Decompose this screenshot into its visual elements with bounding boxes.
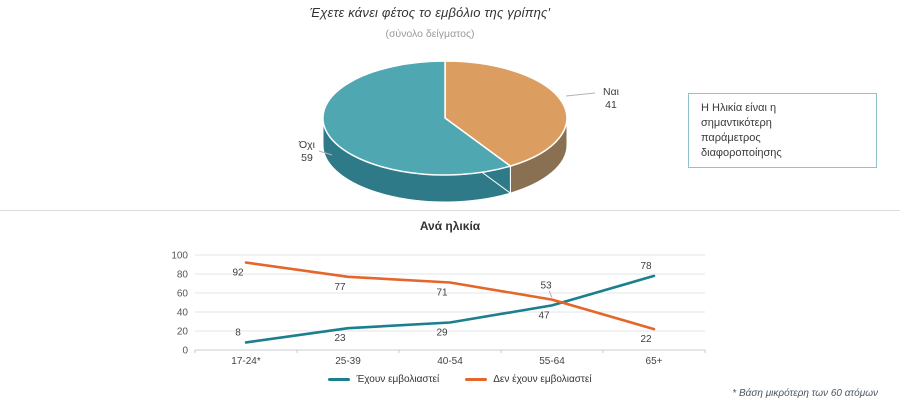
svg-text:40-54: 40-54 <box>437 356 463 367</box>
svg-text:25-39: 25-39 <box>335 356 361 367</box>
callout-line: σημαντικότερη <box>701 117 772 129</box>
svg-text:8: 8 <box>235 327 241 338</box>
key-insight-callout: Η Ηλικία είναι η σημαντικότερη παράμετρο… <box>688 93 877 168</box>
pie-chart-subtitle: (σύνολο δείγματος) <box>385 28 475 40</box>
svg-text:80: 80 <box>177 270 189 281</box>
svg-text:55-64: 55-64 <box>539 356 565 367</box>
line-chart: 0 20 40 60 80 100 17-24* 25-39 40-54 55-64 65+ 8 23 2… <box>171 251 706 367</box>
svg-text:23: 23 <box>334 333 346 344</box>
legend-item-1: Δεν έχουν εμβολιαστεί <box>465 373 592 385</box>
pie-leader-lines <box>318 92 596 156</box>
svg-text:29: 29 <box>436 328 448 339</box>
pie-label-yes-value: 41 <box>605 99 617 111</box>
legend-item-0: Έχουν εμβολιαστεί <box>328 374 439 385</box>
pie-chart-title: Έχετε κάνει φέτος το εμβόλιο της γρίπης′ <box>309 5 551 20</box>
y-axis-labels: 0 20 40 60 80 100 <box>171 251 188 357</box>
series-line-0 <box>244 274 656 344</box>
x-axis-ticks <box>194 350 706 353</box>
data-labels: 8 23 29 47 78 92 77 71 53 22 <box>232 261 652 345</box>
series-line-1 <box>244 261 656 331</box>
svg-text:47: 47 <box>538 310 550 321</box>
svg-text:71: 71 <box>436 288 448 299</box>
pie-slices <box>322 60 568 176</box>
svg-text:77: 77 <box>334 282 346 293</box>
svg-text:100: 100 <box>171 251 188 262</box>
callout-line: παράμετρος <box>701 132 761 144</box>
gridlines <box>195 254 705 351</box>
x-axis-labels: 17-24* 25-39 40-54 55-64 65+ <box>231 356 662 367</box>
svg-text:60: 60 <box>177 289 189 300</box>
svg-text:0: 0 <box>182 346 188 357</box>
svg-text:40: 40 <box>177 308 189 319</box>
legend-swatch-icon <box>465 377 488 381</box>
section-divider <box>0 210 900 211</box>
pie-label-yes: Ναι 41 <box>588 86 634 112</box>
legend-swatch-icon <box>328 377 351 381</box>
svg-text:22: 22 <box>640 334 652 345</box>
pie-label-no: Όχι 59 <box>285 139 329 165</box>
pie-label-yes-text: Ναι <box>603 86 619 98</box>
svg-text:53: 53 <box>540 281 552 292</box>
svg-text:20: 20 <box>177 327 189 338</box>
callout-line: διαφοροποίησης <box>701 147 782 159</box>
pie-chart <box>318 60 596 203</box>
callout-line: Η Ηλικία είναι η <box>701 102 777 114</box>
line-chart-title: Ανά ηλικία <box>419 219 481 233</box>
svg-text:78: 78 <box>640 261 652 272</box>
legend-label: Έχουν εμβολιαστεί <box>356 373 440 385</box>
footnote: * Βάση μικρότερη των 60 ατόμων <box>732 388 878 399</box>
svg-text:17-24*: 17-24* <box>231 356 261 367</box>
chart-legend: Έχουν εμβολιαστεί Δεν έχουν εμβολιαστεί <box>150 371 770 387</box>
pie-label-no-text: Όχι <box>299 139 315 151</box>
svg-text:92: 92 <box>232 268 244 279</box>
legend-label: Δεν έχουν εμβολιαστεί <box>493 373 592 385</box>
pie-label-no-value: 59 <box>301 152 313 164</box>
svg-text:65+: 65+ <box>646 356 663 367</box>
